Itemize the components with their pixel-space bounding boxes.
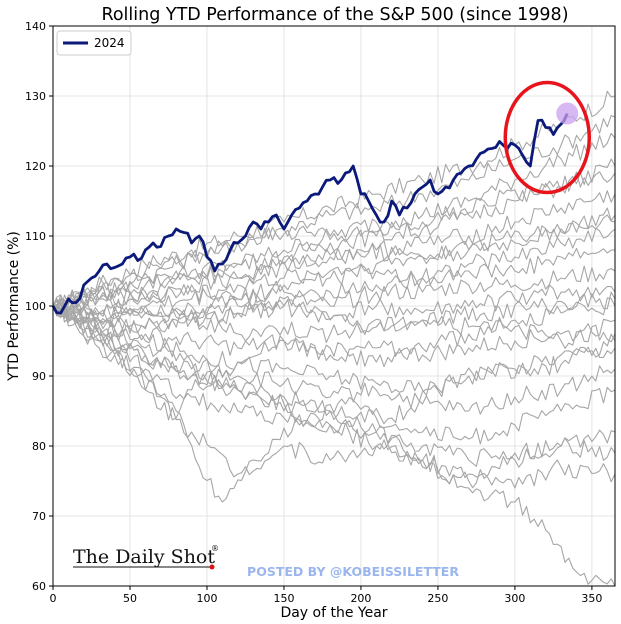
x-tick-label: 150 xyxy=(273,592,294,605)
series-2024-line xyxy=(51,112,569,315)
historical-series-line xyxy=(52,303,616,489)
x-tick-label: 50 xyxy=(123,592,137,605)
historical-series-line xyxy=(52,207,616,324)
brand-name: The Daily Shot xyxy=(73,546,215,568)
historical-series-line xyxy=(52,305,616,587)
y-tick-label: 70 xyxy=(32,510,46,523)
endpoint-highlight-dot xyxy=(556,102,579,125)
y-tick-label: 80 xyxy=(32,440,46,453)
y-tick-label: 110 xyxy=(25,230,46,243)
series-2024-group xyxy=(51,112,569,315)
y-tick-label: 100 xyxy=(25,300,46,313)
legend-box xyxy=(56,30,132,56)
x-tick-label: 350 xyxy=(581,592,602,605)
historical-series-line xyxy=(52,190,616,313)
brand-registered-mark: ® xyxy=(211,544,219,553)
historical-series-line xyxy=(52,300,616,363)
x-tick-label: 100 xyxy=(196,592,217,605)
historical-series-line xyxy=(52,227,616,312)
historical-series-line xyxy=(52,305,616,489)
historical-series-line xyxy=(52,298,616,415)
historical-series-line xyxy=(52,305,616,467)
x-tick-label: 250 xyxy=(427,592,448,605)
x-tick-label: 0 xyxy=(50,592,57,605)
daily-shot-watermark: The Daily Shot ® xyxy=(73,544,219,570)
y-tick-label: 90 xyxy=(32,370,46,383)
historical-series-line xyxy=(52,291,616,336)
historical-series-line xyxy=(52,171,616,309)
historical-series-line xyxy=(52,300,616,421)
historical-series-line xyxy=(52,265,616,319)
historical-series-line xyxy=(52,247,616,320)
y-axis-label: YTD Performance (%) xyxy=(6,231,22,382)
legend-label-2024: 2024 xyxy=(94,36,125,50)
y-axis-ticks: 60 70 80 90 100 110 120 130 140 xyxy=(25,20,53,593)
annotation-group xyxy=(503,80,592,195)
historical-series-line xyxy=(52,214,616,313)
chart-title: Rolling YTD Performance of the S&P 500 (… xyxy=(101,5,568,25)
y-tick-label: 140 xyxy=(25,20,46,33)
historical-series-line xyxy=(52,90,616,310)
x-axis-label: Day of the Year xyxy=(280,605,387,621)
y-tick-label: 120 xyxy=(25,160,46,173)
y-tick-label: 130 xyxy=(25,90,46,103)
x-axis-ticks: 0 50 100 150 200 250 300 350 xyxy=(50,586,602,605)
historical-series-line xyxy=(52,305,616,503)
brand-dot-icon xyxy=(209,564,215,570)
y-tick-label: 60 xyxy=(32,580,46,593)
legend: 2024 xyxy=(56,30,132,56)
x-tick-label: 200 xyxy=(350,592,371,605)
posted-by-credit: POSTED BY @KOBEISSILETTER xyxy=(247,564,459,579)
x-tick-label: 300 xyxy=(504,592,525,605)
red-highlight-circle xyxy=(503,80,592,195)
